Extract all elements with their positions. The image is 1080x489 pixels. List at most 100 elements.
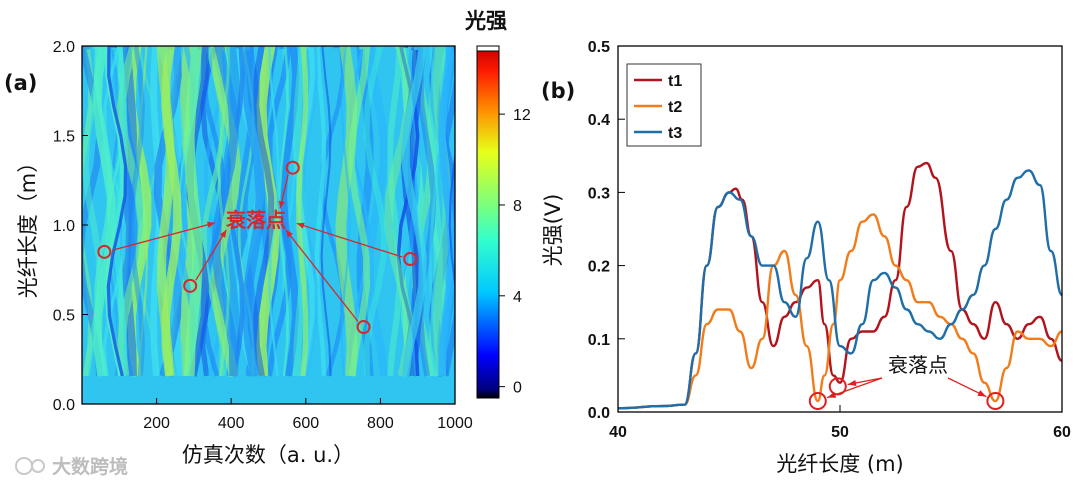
heatmap-annotation: 衰落点 <box>97 160 418 335</box>
line-fading-arrowhead <box>977 390 987 397</box>
series-line-t2 <box>618 213 1062 410</box>
line-fading-point <box>828 377 847 396</box>
heatmap-stripe <box>293 46 309 377</box>
heatmap-stripe <box>320 46 332 377</box>
heatmap-area <box>82 46 455 404</box>
heatmap-stripe <box>128 46 146 377</box>
heatmap-x-tick-label: 800 <box>367 415 394 432</box>
heatmap-y-tick-label: 0.5 <box>53 308 75 325</box>
heatmap-fading-label: 衰落点 <box>225 208 286 232</box>
heatmap-x-tick-label: 1000 <box>437 415 473 432</box>
line-axes: 40 50 60 0.0 0.1 0.2 0.3 0.4 0.5 <box>588 39 1071 441</box>
line-series <box>618 161 1062 410</box>
heatmap-stripe <box>438 46 455 377</box>
heatmap-fading-arrow <box>296 222 403 258</box>
line-x-tick-label: 50 <box>831 424 849 441</box>
watermark-logo-icon-2 <box>31 459 45 473</box>
heatmap-stripes <box>82 46 455 378</box>
heatmap-stripe <box>278 46 290 377</box>
series-line-t3 <box>618 169 1062 410</box>
heatmap-y-tick-label: 1.5 <box>53 129 75 146</box>
line-y-label: 光强(V) <box>541 194 565 267</box>
heatmap-stripe <box>211 46 242 378</box>
colorbar-ticks: 0 4 8 12 <box>499 107 531 397</box>
heatmap-axes: 200 400 600 800 1000 0.0 0.5 1.0 1.5 2.0 <box>53 39 473 432</box>
line-y-tick-label: 0.5 <box>588 39 610 56</box>
line-y-tick-label: 0.1 <box>588 332 610 349</box>
heatmap-fading-arrowhead <box>206 221 215 228</box>
colorbar <box>476 45 500 399</box>
legend-label-t3: t3 <box>668 125 682 142</box>
watermark-logo-icon <box>15 457 33 475</box>
heatmap-stripe <box>363 46 387 377</box>
watermark: 大数跨境 <box>15 455 128 478</box>
heatmap-stripe <box>253 46 275 377</box>
colorbar-tick-label: 12 <box>513 107 531 124</box>
legend-label-t1: t1 <box>668 73 682 90</box>
heatmap-fading-point <box>97 244 112 259</box>
heatmap-stripe <box>296 46 309 377</box>
heatmap-stripe <box>448 46 455 293</box>
line-x-tick-label: 60 <box>1053 424 1071 441</box>
line-y-tick-label: 0.4 <box>588 112 610 129</box>
watermark-text: 大数跨境 <box>52 455 128 478</box>
heatmap-fading-arrow <box>285 229 359 322</box>
line-frame <box>617 45 1063 413</box>
heatmap-stripe <box>241 46 266 377</box>
heatmap-stripe <box>365 46 389 377</box>
line-y-tick-label: 0.0 <box>588 405 610 422</box>
legend-label-t2: t2 <box>668 99 682 116</box>
heatmap-stripe <box>211 46 239 377</box>
legend: t1 t2 t3 <box>626 63 702 147</box>
heatmap-stripe <box>106 46 128 377</box>
heatmap-fading-arrowhead <box>296 222 305 229</box>
line-fading-point <box>986 392 1005 411</box>
line-fading-arrowhead <box>847 379 857 386</box>
heatmap-stripe <box>340 46 351 377</box>
heatmap-stripe <box>256 46 280 377</box>
colorbar-tick-label: 8 <box>513 198 522 215</box>
heatmap-stripe <box>161 46 182 377</box>
heatmap-stripe <box>348 46 371 377</box>
heatmap-x-tick-label: 600 <box>292 415 319 432</box>
heatmap-stripe <box>386 46 403 377</box>
heatmap-fading-point <box>183 278 198 293</box>
line-fading-point <box>808 392 827 411</box>
colorbar-tick-label: 4 <box>513 289 522 306</box>
line-y-tick-label: 0.2 <box>588 259 610 276</box>
heatmap-fading-arrowhead <box>278 200 285 209</box>
heatmap-stripe <box>82 46 104 377</box>
heatmap-fading-point <box>356 320 371 335</box>
heatmap-stripe <box>217 46 231 377</box>
heatmap-stripe <box>268 46 280 377</box>
heatmap-y-tick-label: 2.0 <box>53 39 75 56</box>
heatmap-y-tick-label: 1.0 <box>53 218 75 235</box>
heatmap-y-tick-label: 0.0 <box>53 397 75 414</box>
heatmap-fading-arrowhead <box>219 229 227 238</box>
panel-label-b: (b) <box>541 79 575 103</box>
heatmap-y-label: 光纤长度（m） <box>16 152 40 298</box>
heatmap-stripe <box>153 46 182 378</box>
line-fading-label: 衰落点 <box>888 353 948 377</box>
heatmap-fading-arrowhead <box>285 229 293 238</box>
line-y-tick-label: 0.3 <box>588 185 610 202</box>
heatmap-fading-point <box>403 252 418 267</box>
heatmap-stripe <box>301 46 319 377</box>
heatmap-stripe <box>401 46 427 377</box>
heatmap-x-tick-label: 200 <box>143 415 170 432</box>
heatmap-stripe <box>114 46 128 377</box>
line-x-label: 光纤长度 (m) <box>776 452 904 476</box>
colorbar-title: 光强 <box>464 9 507 33</box>
heatmap-stripe <box>93 46 113 377</box>
heatmap-stripe <box>184 46 203 377</box>
colorbar-top-cap <box>476 45 500 52</box>
heatmap-stripe <box>335 46 358 377</box>
heatmap-fading-arrow <box>112 222 216 251</box>
heatmap-stripe <box>314 46 327 377</box>
heatmap-stripe <box>384 46 414 377</box>
heatmap-fading-arrow <box>195 229 227 281</box>
line-annotation: 衰落点 <box>808 353 1005 411</box>
heatmap-stripe <box>82 46 104 377</box>
heatmap-stripe <box>401 46 424 377</box>
